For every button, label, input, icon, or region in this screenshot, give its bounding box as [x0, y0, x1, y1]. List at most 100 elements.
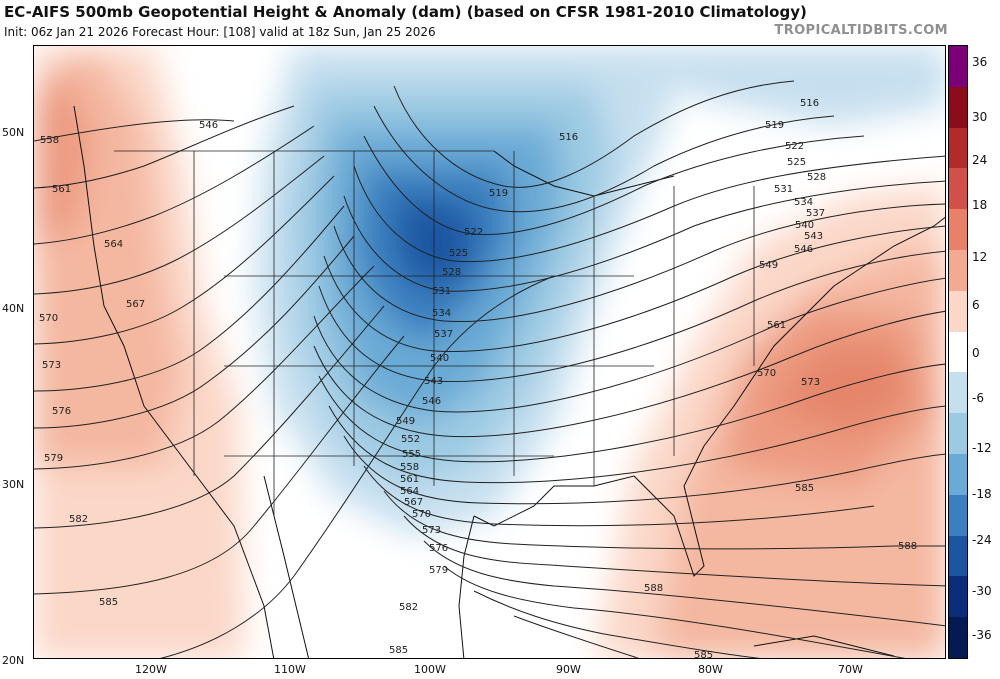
lon-label-80w: 80W	[698, 663, 723, 676]
height-label: 531	[774, 184, 793, 195]
lat-label-40n: 40N	[2, 302, 25, 315]
colorbar-tick-label: 6	[972, 298, 980, 312]
lon-label-100w: 100W	[414, 663, 446, 676]
colorbar-segment	[949, 290, 967, 333]
height-label: 579	[429, 565, 448, 576]
height-label: 558	[40, 135, 59, 146]
height-label: 561	[52, 184, 71, 195]
colorbar-tick-label: -36	[972, 628, 992, 642]
height-label: 564	[400, 486, 419, 497]
map-canvas: 546 558 561 564 567 570 573 576 579 582 …	[34, 46, 945, 659]
colorbar-segment	[949, 576, 967, 618]
lon-label-120w: 120W	[135, 663, 167, 676]
height-label: 534	[432, 308, 451, 319]
map-title: EC-AIFS 500mb Geopotential Height & Anom…	[4, 3, 807, 21]
lat-label-50n: 50N	[2, 126, 25, 139]
height-contours	[34, 80, 945, 658]
colorbar-tick-label: 12	[972, 250, 988, 264]
colorbar-segment	[949, 46, 967, 88]
colorbar-tick-label: -30	[972, 584, 992, 598]
height-label: 585	[99, 597, 118, 608]
lon-label-90w: 90W	[556, 663, 581, 676]
height-label: 579	[44, 453, 63, 464]
height-label: 540	[795, 220, 814, 231]
height-label: 516	[800, 98, 819, 109]
height-label: 567	[126, 299, 145, 310]
colorbar-tick-label: 36	[972, 55, 988, 69]
colorbar-segment	[949, 413, 967, 455]
height-label: 519	[765, 120, 784, 131]
lat-label-30n: 30N	[2, 478, 25, 491]
height-label: 567	[404, 497, 423, 508]
height-label: 564	[104, 239, 123, 250]
colorbar-segment	[949, 454, 967, 496]
height-label: 534	[794, 197, 813, 208]
colorbar-segment	[949, 372, 967, 414]
lon-label-110w: 110W	[274, 663, 306, 676]
height-label: 585	[389, 645, 408, 656]
colorbar-segment	[949, 535, 967, 577]
height-label: 576	[429, 543, 448, 554]
height-label: 585	[694, 650, 713, 659]
height-label: 555	[402, 449, 421, 460]
height-label: 543	[804, 231, 823, 242]
height-label: 543	[424, 376, 443, 387]
colorbar-segment	[949, 617, 967, 659]
height-label: 525	[449, 248, 468, 259]
colorbar-segment	[949, 331, 967, 373]
lon-label-70w: 70W	[838, 663, 863, 676]
political-borders	[114, 150, 755, 516]
height-label: 528	[442, 267, 461, 278]
height-label: 537	[806, 208, 825, 219]
height-label: 582	[399, 602, 418, 613]
contour-height-labels: 546 558 561 564 567 570 573 576 579 582 …	[39, 98, 917, 659]
height-label: 549	[759, 260, 778, 271]
height-label: 540	[430, 353, 449, 364]
colorbar-segment	[949, 127, 967, 169]
colorbar-segment	[949, 209, 967, 251]
map-panel: 546 558 561 564 567 570 573 576 579 582 …	[33, 45, 946, 659]
colorbar-tick-label: -18	[972, 487, 992, 501]
height-label: 588	[898, 541, 917, 552]
height-label: 549	[396, 416, 415, 427]
height-label: 561	[767, 320, 786, 331]
height-label: 573	[422, 525, 441, 536]
colorbar-segment	[949, 494, 967, 537]
height-label: 546	[794, 244, 813, 255]
height-label: 519	[489, 188, 508, 199]
height-label: 522	[464, 227, 483, 238]
colorbar-segment	[949, 168, 967, 210]
height-label: 531	[432, 286, 451, 297]
colorbar-tick-label: 24	[972, 153, 988, 167]
height-label: 546	[422, 396, 441, 407]
height-label: 522	[785, 141, 804, 152]
colorbar-tick-label: -6	[972, 391, 984, 405]
height-label: 576	[52, 406, 71, 417]
height-label: 546	[199, 120, 218, 131]
colorbar-tick-label: -12	[972, 441, 992, 455]
colorbar-tick-label: 30	[972, 110, 988, 124]
height-label: 558	[400, 462, 419, 473]
height-label: 561	[400, 474, 419, 485]
height-label: 525	[787, 157, 806, 168]
height-label: 573	[801, 377, 820, 388]
colorbar-tick-label: 18	[972, 198, 988, 212]
height-label: 552	[401, 434, 420, 445]
height-label: 570	[757, 368, 776, 379]
height-label: 585	[795, 483, 814, 494]
colorbar-segment	[949, 86, 967, 129]
height-label: 570	[412, 509, 431, 520]
height-label: 582	[69, 514, 88, 525]
run-info: Init: 06z Jan 21 2026 Forecast Hour: [10…	[4, 25, 436, 39]
height-label: 516	[559, 132, 578, 143]
height-label: 537	[434, 329, 453, 340]
lat-label-20n: 20N	[2, 654, 25, 667]
height-label: 528	[807, 172, 826, 183]
coastlines	[73, 105, 945, 658]
height-label: 570	[39, 313, 58, 324]
colorbar-tick-label: 0	[972, 346, 980, 360]
colorbar-segment	[949, 250, 967, 292]
anomaly-colorbar	[948, 45, 968, 659]
site-watermark: TROPICALTIDBITS.COM	[774, 23, 948, 38]
colorbar-tick-label: -24	[972, 533, 992, 547]
